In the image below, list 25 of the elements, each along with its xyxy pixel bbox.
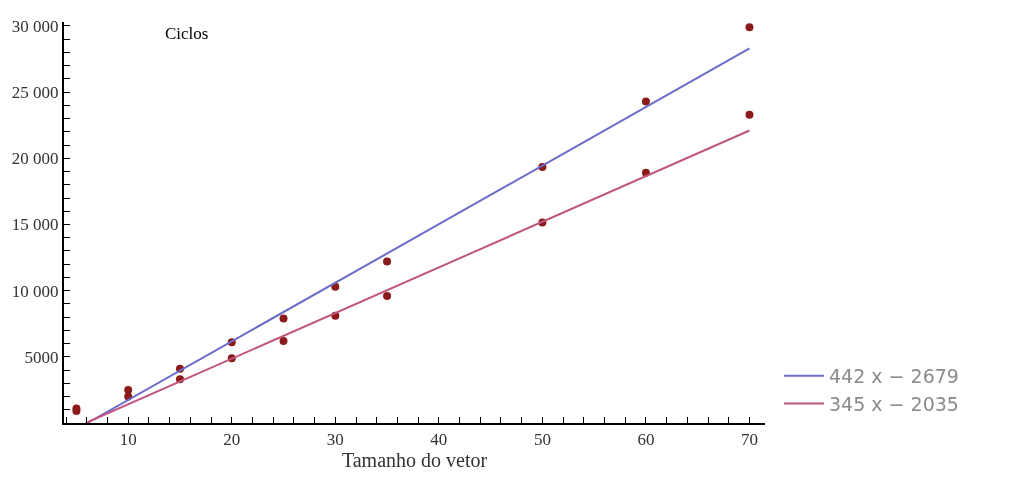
- y-tick-label: 5000: [24, 347, 59, 367]
- x-tick-label: 10: [119, 430, 137, 450]
- x-axis-title: Tamanho do vetor: [341, 449, 488, 472]
- point: [641, 97, 650, 106]
- legend-label: 345 x − 2035: [829, 392, 959, 415]
- legend-label: 442 x − 2679: [829, 365, 959, 388]
- x-tick-label: 30: [326, 430, 344, 450]
- y-tick-label: 10 000: [11, 281, 59, 301]
- point: [383, 291, 392, 300]
- point: [383, 257, 392, 266]
- y-tick-label: 25 000: [11, 83, 59, 103]
- x-tick-label: 40: [430, 430, 448, 450]
- y-tick-label: 30 000: [11, 16, 59, 36]
- point: [124, 385, 133, 394]
- point: [745, 23, 754, 32]
- point: [745, 110, 754, 119]
- x-tick-label: 50: [533, 430, 551, 450]
- x-tick-label: 20: [223, 430, 241, 450]
- y-axis-title: Ciclos: [165, 24, 209, 43]
- point: [279, 336, 288, 345]
- y-tick-label: 20 000: [11, 149, 59, 169]
- point: [279, 314, 288, 323]
- y-tick-label: 15 000: [11, 215, 59, 235]
- x-tick-label: 60: [637, 430, 655, 450]
- x-tick-label: 70: [740, 430, 758, 450]
